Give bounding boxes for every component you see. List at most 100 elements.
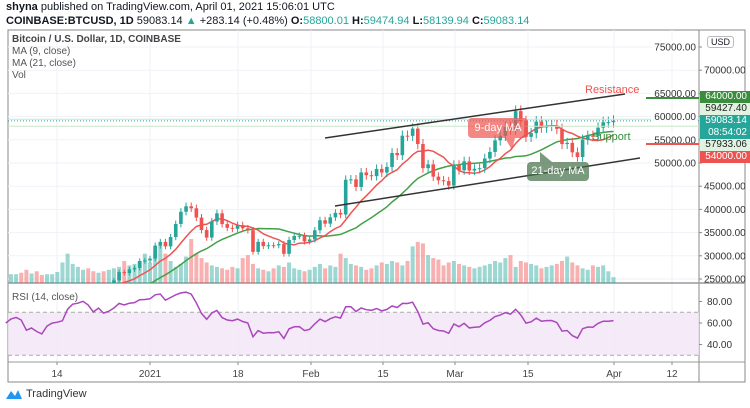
volume-bar — [513, 266, 518, 283]
volume-bar — [29, 273, 34, 283]
volume-bar — [45, 274, 49, 283]
volume-bar — [148, 262, 152, 283]
volume-bar — [436, 259, 441, 283]
legend-vol[interactable]: Vol — [12, 70, 26, 81]
volume-bar — [426, 255, 431, 283]
y-tick-label: 45000.00 — [704, 182, 746, 193]
x-tick-label: Apr — [606, 369, 622, 380]
candle-body — [359, 172, 363, 187]
low-price-label: 57933.06 — [700, 139, 750, 151]
candle-body — [570, 142, 575, 153]
candle-body — [220, 213, 224, 225]
candle-body — [519, 111, 523, 122]
close-value: 59083.14 — [483, 15, 530, 27]
volume-bar — [590, 265, 595, 283]
y-tick-label-bg — [651, 41, 697, 53]
open-label: O: — [290, 15, 304, 27]
y-tick-label-bg — [651, 133, 697, 146]
candle-body — [482, 158, 487, 169]
publisher-name[interactable]: shyna — [6, 1, 38, 13]
volume-bar — [457, 263, 461, 283]
tradingview-logo[interactable]: TradingView — [5, 388, 87, 400]
volume-bar — [19, 272, 24, 283]
resistance-line — [646, 97, 699, 99]
candle-body — [400, 135, 405, 156]
volume-bar — [209, 265, 214, 283]
candle-body — [251, 230, 255, 252]
volume-bar — [189, 239, 194, 283]
volume-bar — [317, 263, 322, 283]
volume-bar — [230, 266, 235, 283]
candle-body — [256, 241, 260, 252]
candle-body — [436, 176, 441, 181]
legend-ma9[interactable]: MA (9, close) — [12, 46, 71, 57]
candle-body — [457, 164, 461, 171]
candle-body — [431, 164, 436, 177]
candle-body — [596, 127, 600, 137]
volume-bar — [281, 266, 286, 283]
candle-body — [410, 128, 415, 136]
legend-ma21[interactable]: MA (21, close) — [12, 58, 76, 69]
y-tick-label: 60000.00 — [654, 112, 696, 123]
volume-bar — [606, 271, 611, 283]
volume-bar — [184, 256, 189, 283]
candle-body — [467, 161, 472, 171]
candle-body — [416, 128, 420, 145]
volume-bar — [297, 269, 302, 283]
volume-bar — [446, 262, 451, 283]
ma21-callout-pointer — [540, 152, 552, 162]
volume-bar — [508, 255, 513, 283]
low-label: L: — [412, 15, 423, 27]
candle-body — [421, 144, 425, 169]
ohlc-header: COINBASE:BTCUSD, 1D 59083.14 ▲ +283.14 (… — [6, 15, 529, 27]
candle-body — [240, 225, 245, 229]
volume-bar — [565, 256, 570, 283]
candle-body — [385, 166, 389, 173]
volume-bar — [477, 266, 482, 283]
volume-bar — [570, 262, 575, 283]
volume-bar — [523, 262, 528, 283]
candle-body — [215, 213, 219, 222]
logo-text: TradingView — [26, 388, 87, 400]
candle-body — [591, 135, 595, 137]
volume-bar — [276, 265, 281, 283]
volume-bar — [24, 269, 29, 283]
volume-bar — [374, 265, 379, 283]
candle-body — [493, 140, 497, 152]
candle-body — [369, 175, 374, 177]
symbol: COINBASE:BTCUSD, 1D — [6, 15, 134, 27]
volume-bar — [544, 266, 549, 283]
legend-title: Bitcoin / U.S. Dollar, 1D, COINBASE — [12, 34, 181, 45]
y-tick-label-bg — [651, 110, 697, 123]
volume-bar — [261, 269, 266, 283]
legend-rsi[interactable]: RSI (14, close) — [12, 292, 79, 303]
currency-badge[interactable]: USD — [707, 36, 735, 48]
candle-body — [349, 179, 353, 181]
volume-bar — [487, 263, 492, 283]
y-tick-label-bg — [651, 157, 697, 169]
candle-body — [112, 280, 116, 283]
candle-body — [379, 168, 384, 173]
x-tick-label: Feb — [302, 369, 320, 380]
candle-body — [292, 236, 296, 240]
ma21-line — [149, 130, 614, 283]
last-price-value: 59083.14 — [705, 115, 747, 126]
high-label: H: — [352, 15, 364, 27]
candle-body — [266, 245, 271, 247]
publish-text: published on TradingView.com, April 01, … — [40, 1, 335, 13]
close-label: C: — [471, 15, 484, 27]
volume-bar — [158, 244, 163, 283]
candle-body — [338, 212, 343, 215]
volume-bar — [214, 266, 219, 283]
volume-bar — [106, 269, 111, 283]
candle-body — [374, 168, 379, 177]
candle-body — [184, 206, 188, 212]
volume-bar — [575, 265, 580, 283]
volume-bar — [585, 269, 590, 283]
volume-bar — [132, 263, 137, 283]
candle-body — [565, 142, 569, 145]
candle-body — [132, 267, 137, 270]
candle-body — [580, 139, 585, 158]
last-price-label: 59083.14 08:54:02 — [700, 115, 750, 139]
